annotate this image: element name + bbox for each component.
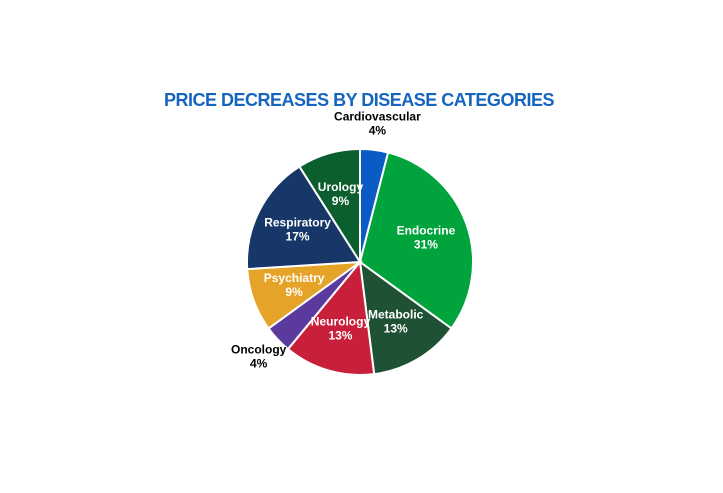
pie-slice (358, 151, 474, 330)
slice-label: Respiratory (264, 215, 331, 229)
slice-value-label: 13% (384, 321, 408, 335)
pie-slice (246, 165, 362, 271)
chart-title: PRICE DECREASES BY DISEASE CATEGORIES (164, 90, 554, 110)
slice-value-label: 9% (285, 285, 303, 299)
slice-value-label: 9% (332, 194, 350, 208)
slice-label: Cardiovascular (334, 109, 421, 123)
slice-value-label: 4% (250, 356, 268, 370)
slice-label: Metabolic (368, 307, 424, 321)
slice-value-label: 17% (286, 229, 310, 243)
slice-label: Neurology (311, 314, 371, 328)
pie-slice (298, 147, 361, 266)
slice-value-label: 4% (369, 123, 387, 137)
slice-label: Endocrine (397, 223, 456, 237)
slice-label: Psychiatry (264, 271, 325, 285)
slice-value-label: 31% (414, 237, 438, 251)
slice-value-label: 13% (328, 328, 352, 342)
slice-label: Urology (318, 180, 364, 194)
slice-label: Oncology (231, 342, 287, 356)
pie-slice (358, 259, 453, 376)
pie-slice (286, 259, 376, 376)
